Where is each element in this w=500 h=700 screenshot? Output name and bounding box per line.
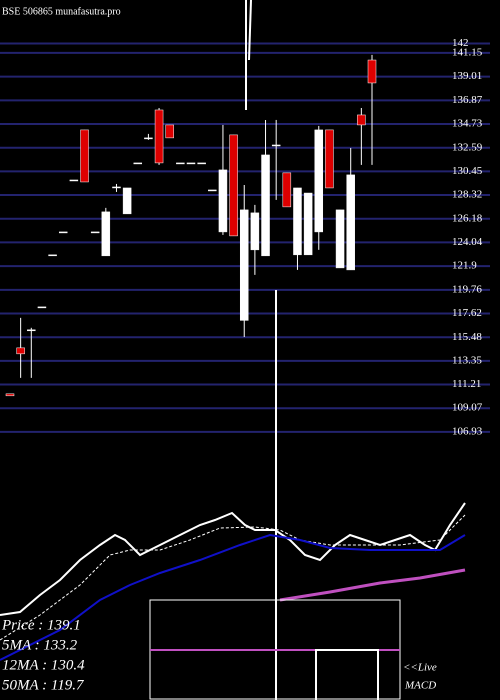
candle-body (261, 154, 270, 257)
annotation: 12MA : 130.4 (2, 657, 85, 673)
y-tick-label: 128.32 (452, 189, 482, 201)
candle-body (48, 254, 57, 257)
candle-body (250, 212, 260, 251)
y-tick-label: 119.76 (452, 283, 482, 295)
annotation: 5MA : 133.2 (2, 637, 78, 653)
y-tick-label: 111.21 (452, 378, 481, 390)
y-tick-label: 126.18 (452, 212, 483, 224)
candle-body (37, 306, 47, 309)
y-tick-label: 117.62 (452, 307, 482, 319)
candle-body (176, 162, 185, 165)
candles (5, 54, 377, 397)
candle-body (165, 124, 174, 139)
ma-line (279, 568, 466, 602)
candle-body (101, 211, 111, 257)
candle-body (186, 162, 196, 165)
candle-body (197, 162, 206, 165)
candle-body (239, 209, 249, 321)
candle-body (218, 169, 228, 233)
y-tick-label: 141.15 (452, 46, 483, 58)
ma-line (0, 514, 466, 641)
y-tick-label: 134.73 (452, 118, 483, 130)
candle-body (133, 162, 143, 165)
spike-line (248, 0, 252, 61)
candle-body (144, 137, 153, 140)
y-tick-label: 113.35 (452, 354, 482, 366)
annotations: Price : 139.1 5MA : 133.2 12MA : 130.4 50MA… (1, 617, 85, 693)
candle-body (122, 187, 132, 215)
candle-body (303, 192, 313, 256)
candle-body (58, 231, 68, 234)
y-tick-label: 106.93 (452, 425, 483, 437)
candle-body (229, 134, 238, 237)
candle-body (271, 144, 281, 147)
candle-body (293, 187, 302, 256)
candle-body (335, 209, 345, 269)
candle-body (90, 231, 100, 234)
ma-line (0, 533, 466, 661)
candle-body (346, 174, 355, 271)
y-tick-label: 136.87 (452, 94, 483, 106)
candle-body (282, 172, 292, 208)
candle-body (112, 186, 121, 189)
candle-body (154, 109, 164, 164)
macd-label: <<Live (403, 662, 437, 674)
annotation: Price : 139.1 (1, 617, 81, 633)
y-tick-label: 130.45 (452, 165, 483, 177)
candle-body (69, 179, 79, 182)
price-line (0, 502, 466, 616)
y-tick-label: 121.9 (452, 260, 477, 272)
y-tick-label: 142 (452, 37, 469, 49)
macd-line (315, 649, 379, 700)
candle-body (27, 329, 36, 332)
macd-label: MACD (404, 680, 436, 692)
candle-body (16, 347, 25, 355)
y-tick-label: 109.07 (452, 402, 483, 414)
candle-body (325, 129, 334, 189)
candle-body (5, 393, 15, 397)
candle-body (314, 129, 324, 233)
y-tick-label: 115.48 (452, 331, 482, 343)
y-tick-label: 132.59 (452, 141, 483, 153)
candle-body (80, 129, 89, 183)
candle-body (357, 114, 366, 126)
candle-body (208, 189, 217, 192)
annotation: 50MA : 119.7 (2, 677, 85, 693)
chart-title: BSE 506865 munafasutra.pro (2, 6, 121, 17)
y-tick-label: 139.01 (452, 70, 482, 82)
y-tick-label: 124.04 (452, 236, 483, 248)
candle-body (367, 59, 377, 84)
